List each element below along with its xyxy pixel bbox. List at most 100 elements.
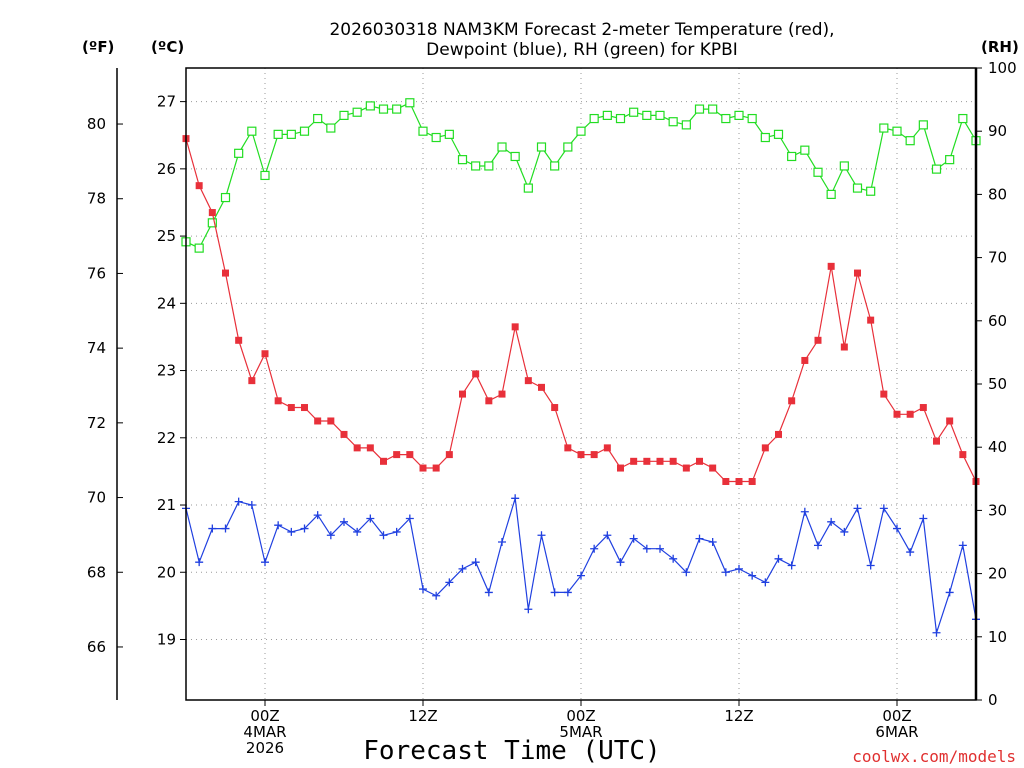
dewpoint-point (313, 511, 322, 520)
temperature-point (775, 430, 782, 438)
rh-point (852, 183, 863, 193)
temperature-point (656, 457, 664, 465)
dewpoint-point (537, 531, 546, 540)
rh-point (800, 145, 810, 155)
rh-point (220, 192, 231, 203)
time-tick-label: 00Z (566, 707, 595, 725)
rh-tick-label: 40 (988, 438, 1007, 456)
temperature-point (327, 417, 335, 425)
temperature-point (419, 464, 427, 472)
dewpoint-point (787, 561, 796, 570)
fahrenheit-tick-label: 76 (87, 264, 106, 282)
dewpoint-point (300, 524, 309, 533)
temperature-point (590, 451, 598, 459)
fahrenheit-axis: 66 68 70 72 74 76 78 80 (87, 115, 123, 656)
dewpoint-point (708, 538, 717, 546)
temperature-point (643, 457, 651, 465)
temperature-point (630, 457, 638, 465)
rh-unit-label: (RH) (981, 38, 1019, 56)
dewpoint-point (603, 531, 612, 540)
rh-tick-label: 90 (988, 122, 1007, 140)
rh-tick-label: 60 (988, 312, 1007, 330)
celsius-axis: 19 20 21 22 23 24 25 26 27 (157, 93, 186, 648)
celsius-tick-label: 20 (157, 563, 176, 581)
rh-point (655, 110, 665, 121)
time-tick-label: 6MAR (875, 723, 918, 741)
rh-point (945, 155, 955, 165)
rh-tick-label: 0 (988, 691, 998, 709)
temperature-point (682, 464, 690, 472)
rh-tick-label: 100 (988, 59, 1017, 77)
celsius-tick-label: 21 (157, 496, 176, 514)
temperature-point (761, 444, 769, 452)
rh-tick-label: 70 (988, 249, 1007, 267)
dewpoint-point (814, 541, 822, 550)
dewpoint-point (247, 501, 256, 510)
rh-point (471, 161, 481, 171)
rh-point (378, 104, 389, 114)
dewpoint-point (695, 534, 704, 543)
temperature-point (445, 451, 453, 459)
rh-point (457, 155, 468, 165)
dewpoint-point (906, 548, 915, 557)
temperature-point (314, 417, 322, 425)
rh-point (839, 161, 849, 171)
dewpoint-point (774, 554, 783, 563)
rh-point (602, 110, 612, 121)
rh-point (747, 113, 757, 124)
rh-point (905, 136, 915, 146)
temperature-point (669, 457, 677, 465)
rh-point (550, 161, 560, 171)
temperature-point (840, 343, 848, 351)
temperature-point (432, 464, 440, 472)
temperature-point (603, 444, 611, 452)
fahrenheit-tick-label: 68 (87, 563, 106, 581)
dewpoint-point (840, 527, 849, 536)
temperature-point (722, 477, 730, 485)
dewpoint-point (287, 527, 296, 536)
dewpoint-point (563, 588, 572, 597)
dewpoint-point (195, 558, 204, 567)
fahrenheit-unit-label: (ºF) (82, 38, 114, 56)
time-tick-label: 00Z (250, 707, 279, 725)
temperature-point (459, 390, 466, 398)
rh-point (866, 186, 876, 196)
dewpoint-point (234, 497, 243, 506)
dewpoint-point (669, 554, 678, 563)
rh-line (185, 101, 977, 249)
dewpoint-point (261, 558, 269, 567)
rh-point (207, 218, 217, 228)
dewpoint-point (458, 564, 467, 573)
rh-tick-label: 20 (988, 565, 1007, 583)
temperature-point (906, 410, 914, 418)
temperature-point (696, 457, 703, 465)
dewpoint-point (629, 534, 638, 543)
dewpoint-point (471, 558, 480, 567)
temperature-point (814, 336, 822, 344)
x-axis-title: Forecast Time (UTC) (363, 736, 660, 766)
dewpoint-point (827, 517, 836, 526)
dewpoint-point (642, 544, 651, 553)
dewpoint-point (735, 564, 743, 573)
dewpoint-point (445, 578, 454, 587)
temperature-point (538, 383, 545, 391)
rh-point (721, 113, 731, 124)
rh-point (879, 123, 889, 133)
rh-point (931, 164, 942, 174)
dewpoint-point (748, 571, 757, 580)
rh-point (918, 120, 928, 130)
dewpoint-point (326, 531, 335, 540)
temperature-point (854, 269, 861, 277)
dewpoint-point (524, 605, 533, 614)
rh-point (510, 151, 520, 162)
rh-point (313, 113, 323, 124)
rh-point (760, 132, 770, 143)
temperature-point (827, 262, 835, 270)
rh-point (418, 126, 428, 136)
celsius-tick-label: 25 (157, 227, 176, 245)
temperature-point (748, 477, 756, 485)
temperature-point (235, 336, 243, 344)
dewpoint-point (853, 504, 862, 513)
